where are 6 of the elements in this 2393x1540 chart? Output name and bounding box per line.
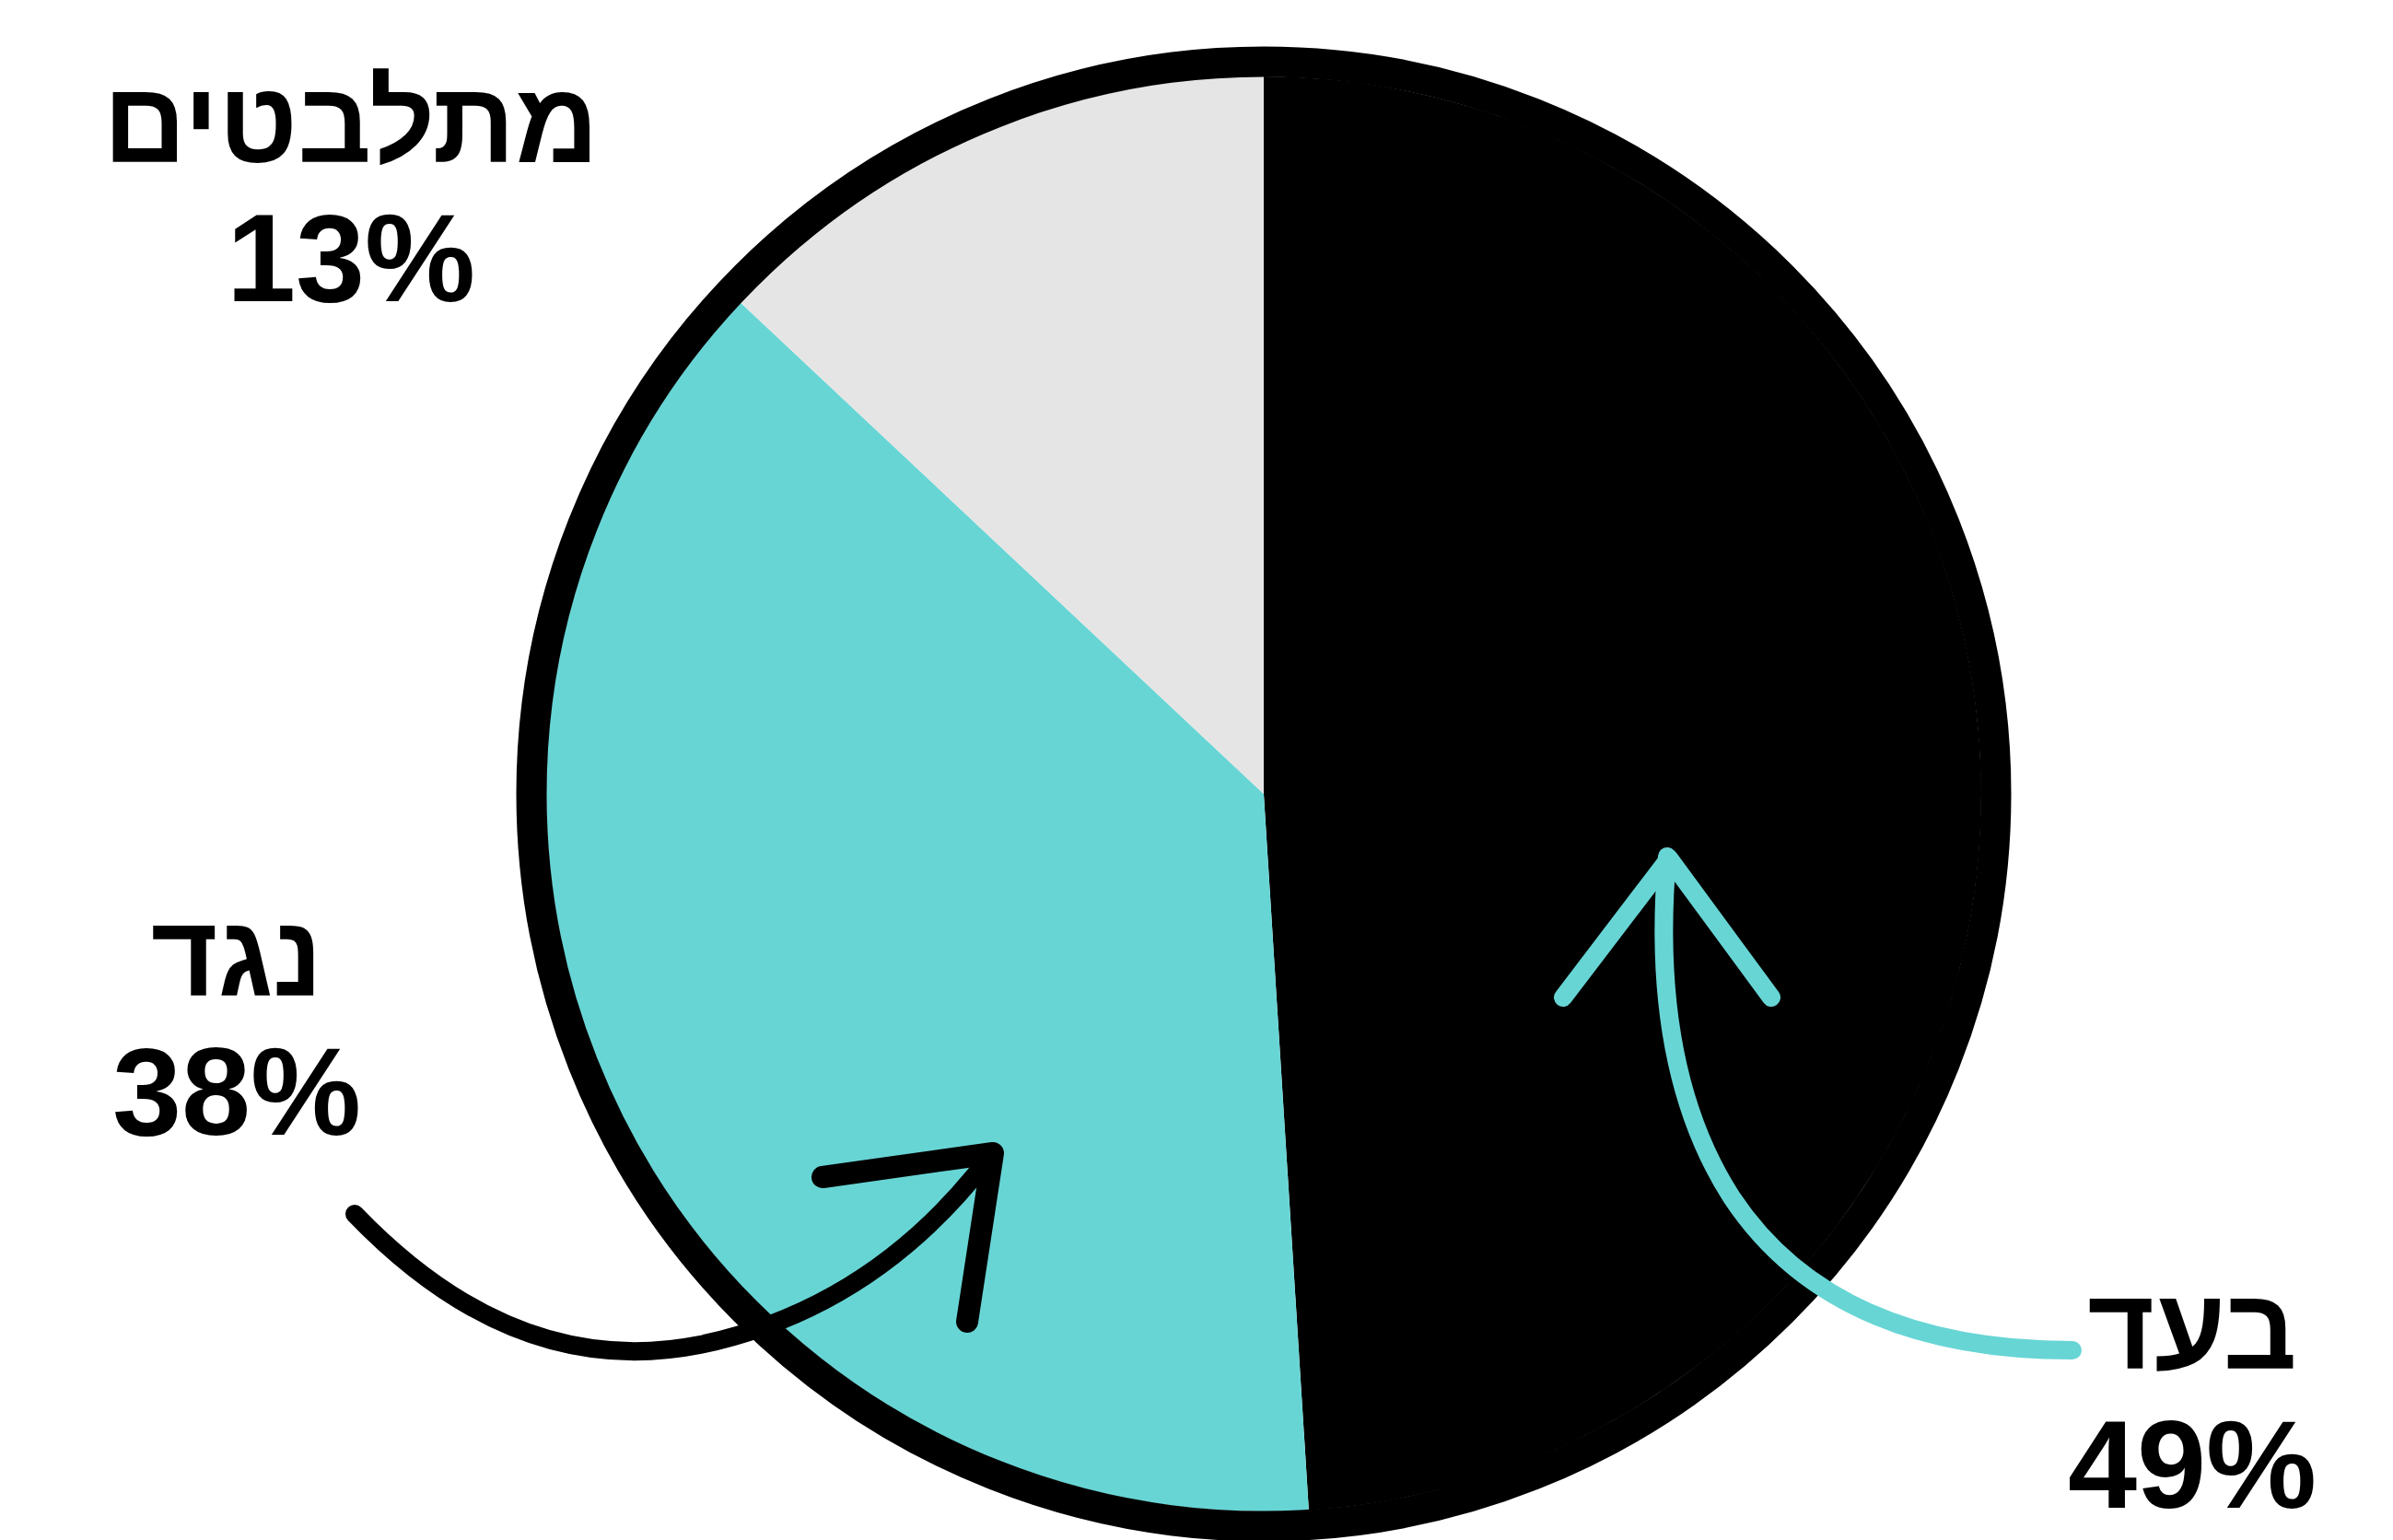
data-label: 13% [225, 189, 477, 328]
slice-label: מתלבטים [102, 58, 600, 186]
slice-label: בעד [2086, 1265, 2298, 1393]
slice-label: נגד [149, 892, 324, 1020]
data-label: 38% [111, 1022, 362, 1161]
data-label: 49% [2067, 1395, 2317, 1534]
